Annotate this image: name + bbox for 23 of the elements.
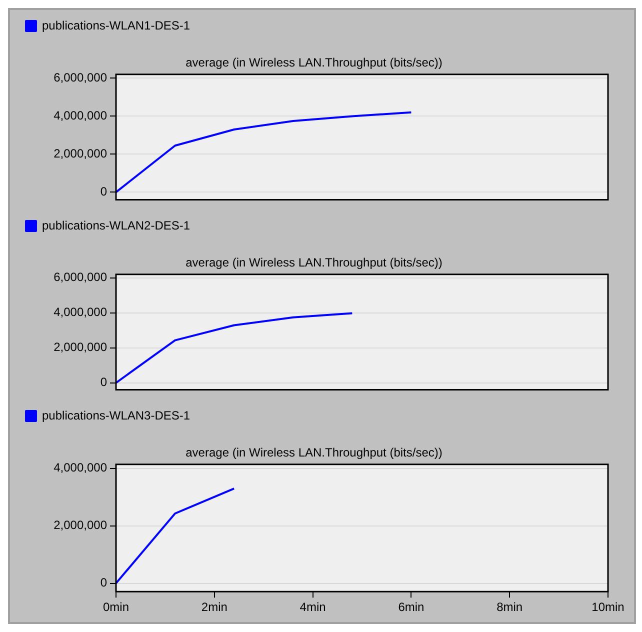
legend-label: publications-WLAN3-DES-1 (42, 408, 190, 422)
y-tick-label: 2,000,000 (54, 518, 108, 532)
y-tick-label: 4,000,000 (54, 108, 108, 123)
legend-label: publications-WLAN1-DES-1 (42, 18, 190, 32)
y-tick-label: 2,000,000 (54, 146, 108, 161)
chart-title: average (in Wireless LAN.Throughput (bits/sec)) (186, 56, 442, 70)
x-tick-label: 10min (592, 600, 624, 614)
x-tick-label: 6min (398, 600, 424, 614)
y-tick-label: 6,000,000 (54, 270, 108, 284)
y-tick-label: 0 (100, 375, 108, 390)
x-tick-label: 4min (300, 600, 326, 614)
chart-title: average (in Wireless LAN.Throughput (bits/sec)) (186, 446, 442, 460)
y-tick-label: 4,000,000 (54, 305, 108, 320)
legend-label: publications-WLAN2-DES-1 (42, 218, 190, 232)
y-tick-label: 0 (100, 184, 108, 199)
x-tick-label: 8min (496, 600, 523, 614)
x-tick-label: 2min (201, 600, 228, 614)
y-tick-label: 2,000,000 (54, 340, 108, 354)
y-tick-label: 4,000,000 (54, 460, 108, 475)
y-tick-label: 0 (100, 576, 108, 590)
x-tick-label: 0min (102, 600, 130, 614)
chart-title: average (in Wireless LAN.Throughput (bits/sec)) (186, 256, 442, 270)
y-tick-label: 6,000,000 (54, 70, 108, 85)
